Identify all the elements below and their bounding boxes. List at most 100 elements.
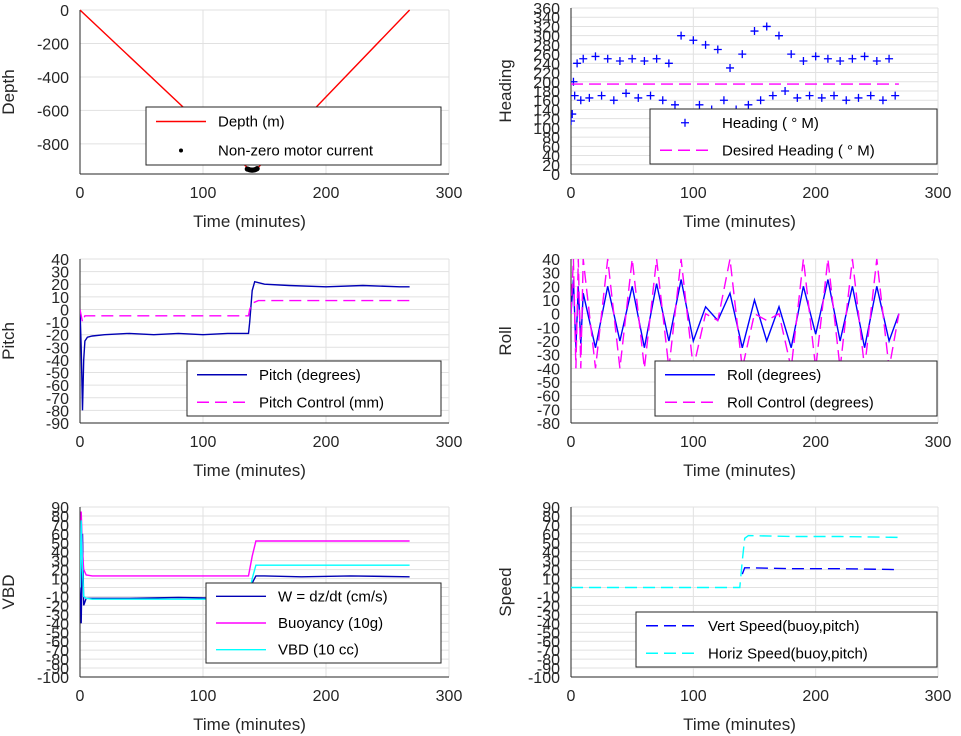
legend-label: Pitch (degrees) (259, 367, 361, 384)
data-point (866, 91, 875, 100)
y-tick-label: 30 (542, 266, 560, 283)
y-tick-label: 240 (533, 56, 560, 73)
legend: Roll (degrees) Roll Control (degrees) (654, 360, 938, 417)
series-line (571, 279, 900, 348)
y-tick-label: -50 (537, 375, 560, 392)
x-axis-label: Time (minutes) (193, 461, 306, 480)
y-tick-label: 320 (533, 19, 560, 36)
y-tick-label: 20 (542, 563, 560, 580)
y-tick-label: -50 (46, 366, 69, 383)
data-point (689, 36, 698, 45)
y-tick-label: 40 (51, 545, 69, 562)
y-tick-label: 70 (542, 518, 560, 535)
y-tick-label: -10 (46, 315, 69, 332)
legend-box (654, 360, 938, 417)
legend-label: Vert Speed(buoy,pitch) (708, 618, 859, 635)
legend-label: Depth (m) (218, 114, 285, 131)
data-point (640, 57, 649, 66)
y-tick-label: 100 (533, 121, 560, 138)
y-tick-label: -30 (537, 348, 560, 365)
vbd-chart: 0 100 200 3009080706050403020100-10-20-30-4… (0, 500, 462, 734)
data-point (787, 50, 796, 59)
x-tick-label: 100 (680, 688, 707, 705)
y-tick-label: -20 (537, 598, 560, 615)
data-point (652, 54, 661, 63)
y-tick-label: 20 (542, 158, 560, 175)
data-point (719, 96, 728, 105)
data-point (646, 91, 655, 100)
data-point (872, 57, 881, 66)
data-point (658, 96, 667, 105)
legend-label: Roll (degrees) (727, 367, 821, 384)
data-point (793, 93, 802, 102)
y-tick-label: 40 (542, 252, 560, 269)
x-axis-label: Time (minutes) (193, 715, 306, 734)
data-point (634, 93, 643, 102)
legend: W = dz/dt (cm/s) Buoyancy (10g) VBD (10 cc… (205, 582, 442, 664)
data-point (762, 22, 771, 31)
y-tick-label: 0 (60, 302, 69, 319)
data-point (738, 50, 747, 59)
y-tick-label: 260 (533, 47, 560, 64)
data-point (701, 40, 710, 49)
y-tick-label: 0 (551, 581, 560, 598)
series-line (741, 567, 899, 575)
data-point (603, 54, 612, 63)
y-tick-label: 60 (542, 139, 560, 156)
y-tick-label: -30 (537, 607, 560, 624)
y-tick-label: 40 (542, 149, 560, 166)
legend: Heading ( ° M) Desired Heading ( ° M) (649, 108, 938, 165)
series-line (80, 280, 410, 411)
data-point (805, 91, 814, 100)
y-tick-label: -20 (46, 328, 69, 345)
data-point (836, 57, 845, 66)
y-tick-label: 280 (533, 38, 560, 55)
x-axis-label: Time (minutes) (683, 461, 796, 480)
y-tick-label: 20 (51, 563, 69, 580)
y-axis-label: Depth (0, 69, 18, 114)
y-tick-label: -10 (46, 589, 69, 606)
y-tick-label: 140 (533, 102, 560, 119)
y-tick-label: 50 (51, 536, 69, 553)
data-point (597, 91, 606, 100)
legend: Depth (m) Non-zero motor current (145, 106, 442, 166)
y-tick-label: -50 (537, 625, 560, 642)
y-tick-label: 340 (533, 10, 560, 27)
depth-chart: 0 100 200 300 0 -200 -400 -600 -800 Time (minutes… (0, 3, 462, 231)
data-point (823, 54, 832, 63)
data-point (830, 91, 839, 100)
y-tick-label: 120 (533, 112, 560, 129)
y-tick-label: 10 (542, 293, 560, 310)
data-point (885, 54, 894, 63)
legend: Pitch (degrees) Pitch Control (mm) (186, 360, 442, 417)
data-point (891, 91, 900, 100)
legend-box (186, 360, 442, 417)
data-point (781, 87, 790, 95)
data-point (622, 89, 631, 98)
y-tick-label: -40 (537, 616, 560, 633)
data-point (591, 52, 600, 61)
y-tick-label: -90 (46, 661, 69, 678)
y-tick-label: -50 (46, 625, 69, 642)
y-tick-label: -80 (46, 652, 69, 669)
legend-box (145, 106, 442, 166)
data-point (609, 96, 618, 105)
y-tick-label: -80 (537, 416, 560, 433)
legend-label: Buoyancy (10g) (278, 615, 383, 632)
series-line (571, 258, 900, 369)
x-axis-label: Time (minutes) (683, 715, 796, 734)
y-tick-label: 40 (51, 252, 69, 269)
y-tick-label: -60 (537, 389, 560, 406)
y-tick-label: -400 (37, 70, 69, 87)
y-tick-label: -200 (37, 36, 69, 53)
data-point (573, 59, 582, 68)
data-point (664, 59, 673, 68)
x-tick-label: 300 (925, 688, 952, 705)
series-group (571, 258, 900, 369)
data-point (677, 31, 686, 40)
data-point (713, 45, 722, 54)
data-point (842, 96, 851, 105)
speed-chart: 0 100 200 3009080706050403020100-10-20-30-4… (496, 500, 951, 734)
series-group (80, 9, 411, 173)
